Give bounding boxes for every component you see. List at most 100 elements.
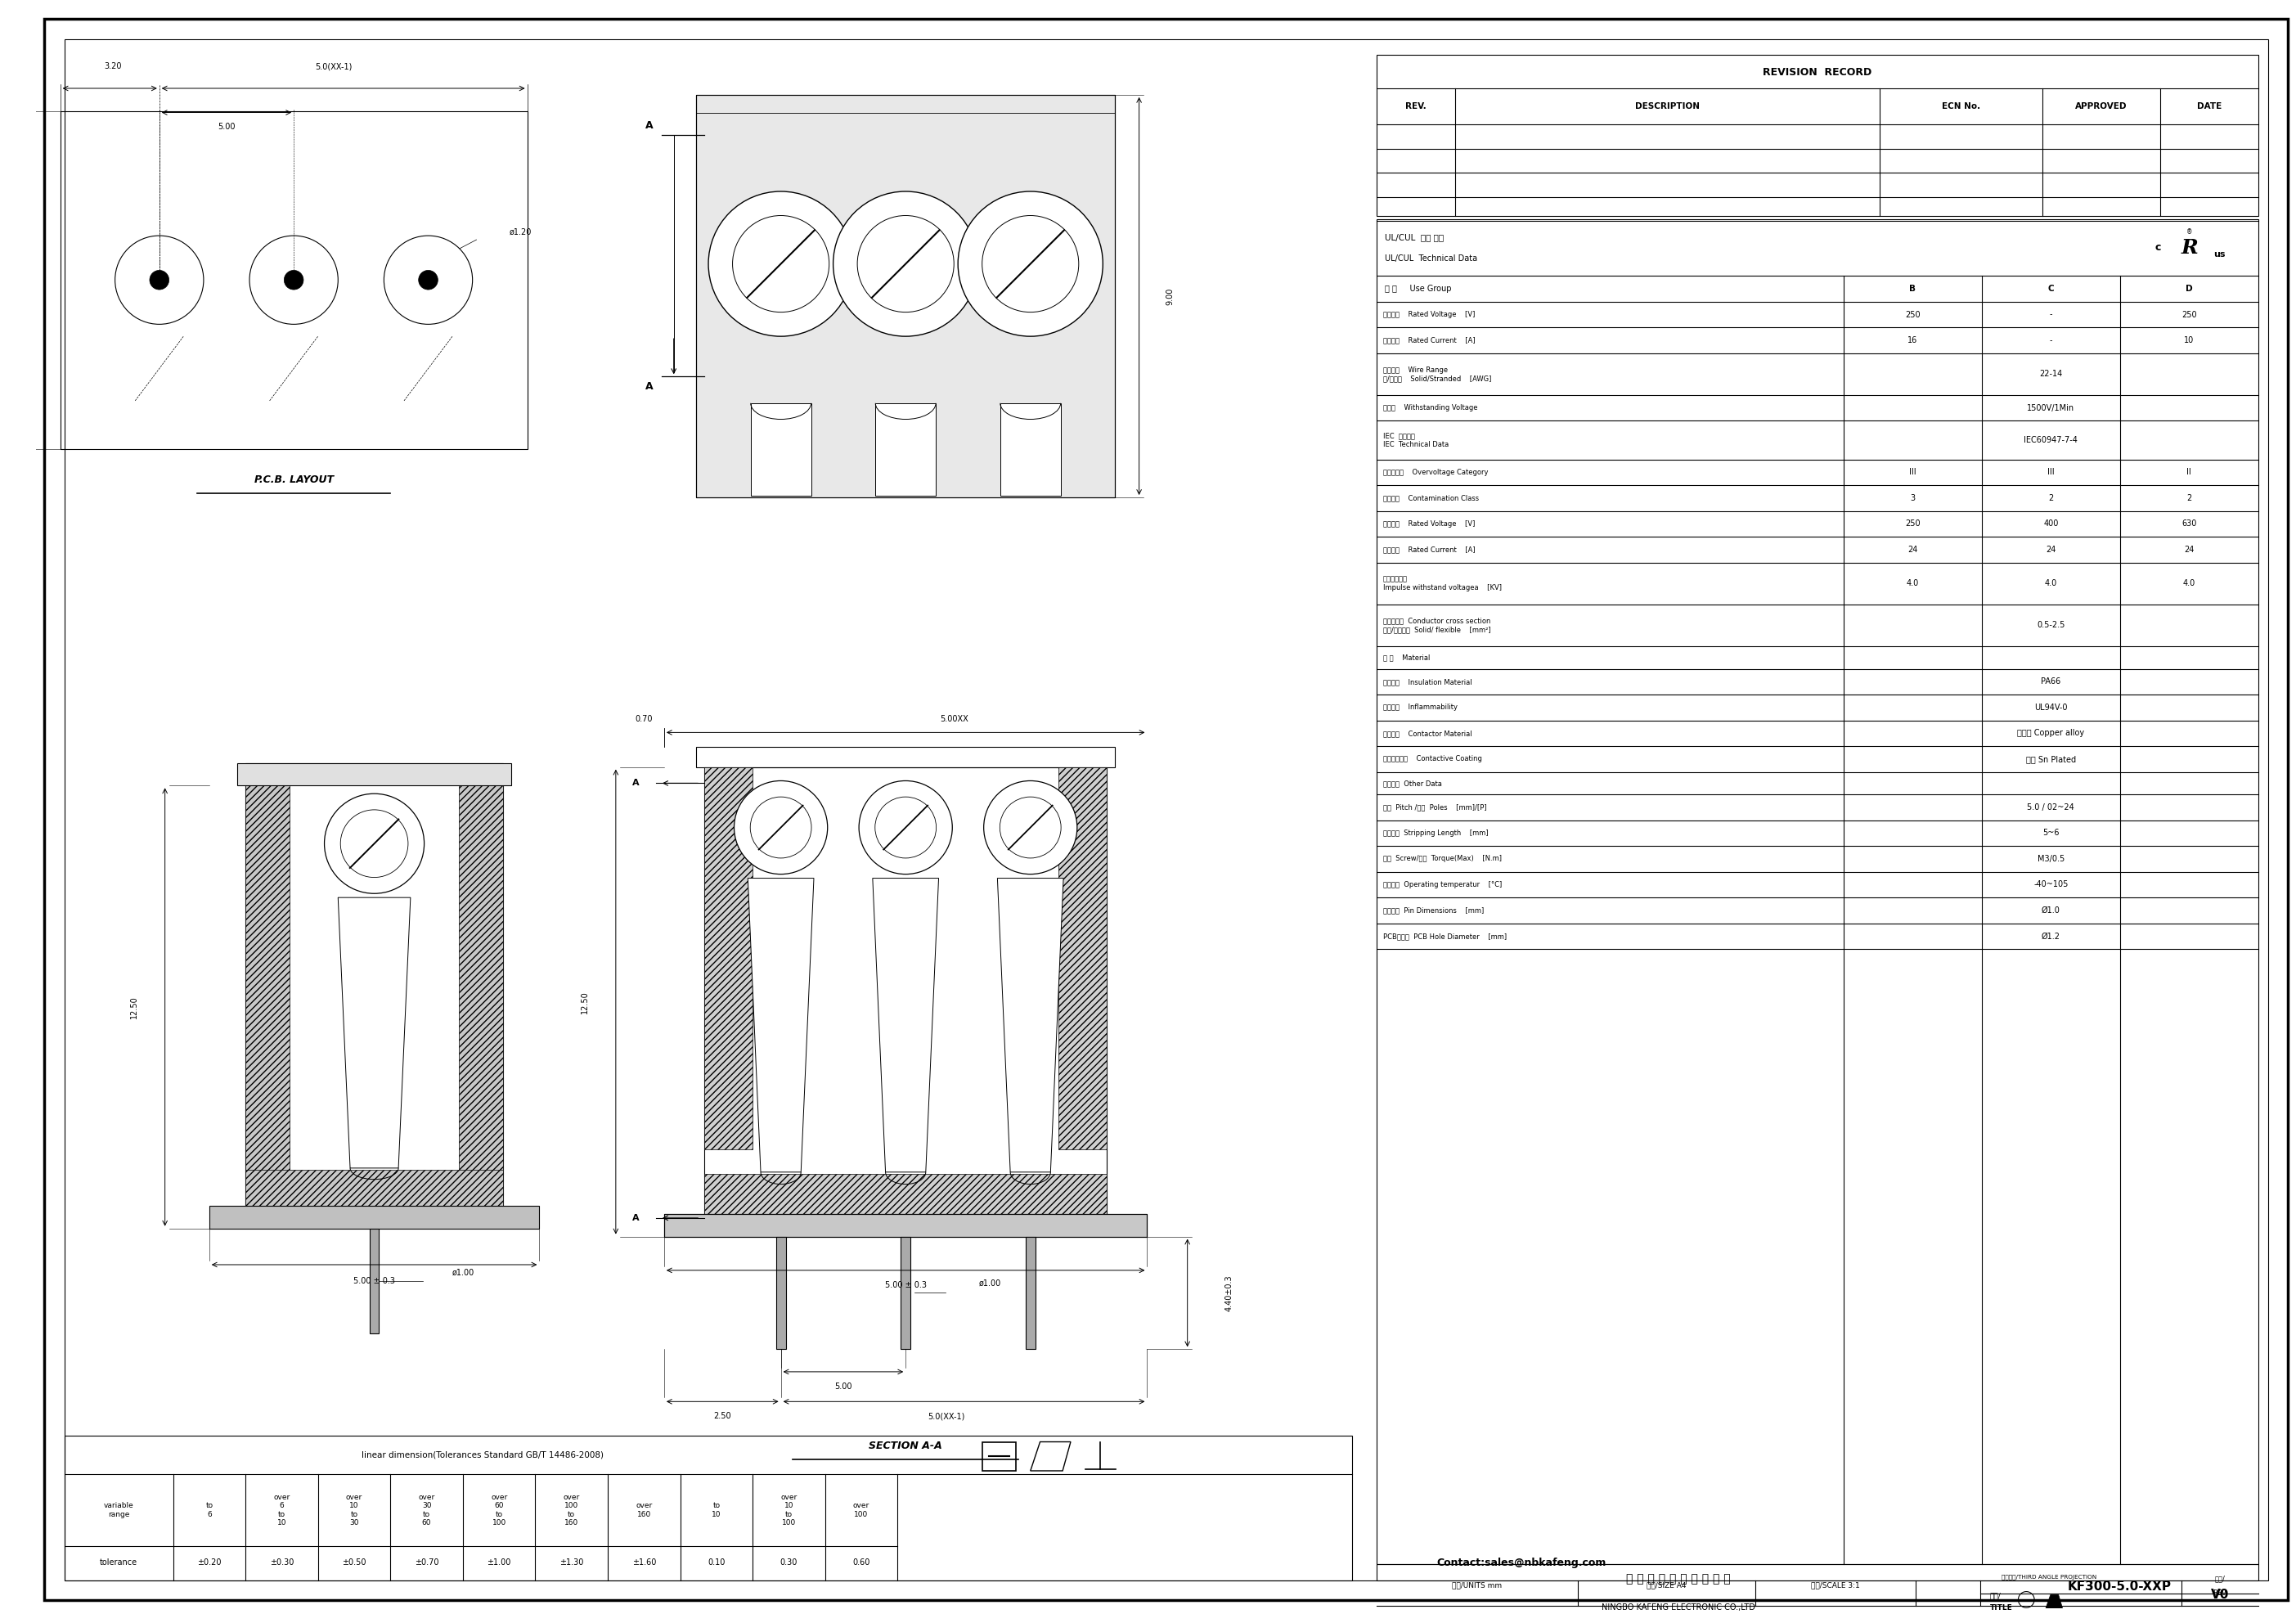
Text: REVISION  RECORD: REVISION RECORD xyxy=(1763,67,1871,78)
Text: 镀锡 Sn Plated: 镀锡 Sn Plated xyxy=(2025,755,2076,763)
Text: 导线截面积  Conductor cross section
硬线/柔性导线  Solid/ flexible    [mm²]: 导线截面积 Conductor cross section 硬线/柔性导线 So… xyxy=(1382,617,1490,633)
Text: 1500V/1Min: 1500V/1Min xyxy=(2027,404,2076,412)
Text: 4.0: 4.0 xyxy=(2183,579,2195,588)
Text: IEC60947-7-4: IEC60947-7-4 xyxy=(2023,437,2078,445)
Bar xyxy=(664,1214,1148,1237)
Text: III: III xyxy=(2048,469,2055,477)
Text: 铜合金 Copper alloy: 铜合金 Copper alloy xyxy=(2018,729,2085,737)
FancyBboxPatch shape xyxy=(705,1173,1107,1214)
Text: 3: 3 xyxy=(1910,493,1915,502)
Text: ±0.70: ±0.70 xyxy=(416,1558,439,1566)
Text: PCB板孔径  PCB Hole Diameter    [mm]: PCB板孔径 PCB Hole Diameter [mm] xyxy=(1382,933,1506,940)
Text: DATE: DATE xyxy=(2197,102,2223,110)
Text: R: R xyxy=(2181,239,2197,258)
Text: 第三视角/THIRD ANGLE PROJECTION: 第三视角/THIRD ANGLE PROJECTION xyxy=(2002,1574,2096,1579)
Bar xyxy=(751,403,810,495)
Circle shape xyxy=(709,192,854,336)
Bar xyxy=(696,94,1116,497)
Text: variable
range: variable range xyxy=(103,1503,133,1518)
Text: Contact:sales@nbkafeng.com: Contact:sales@nbkafeng.com xyxy=(1437,1558,1607,1568)
Text: 250: 250 xyxy=(1906,310,1919,318)
Text: 0.60: 0.60 xyxy=(852,1558,870,1566)
Bar xyxy=(1001,403,1061,495)
Text: over
10
to
30: over 10 to 30 xyxy=(347,1493,363,1527)
Bar xyxy=(236,763,512,786)
Text: 剥线长度  Stripping Length    [mm]: 剥线长度 Stripping Length [mm] xyxy=(1382,829,1488,837)
Text: 尺寸/SIZE A4: 尺寸/SIZE A4 xyxy=(1646,1581,1685,1589)
Bar xyxy=(209,1206,540,1229)
Text: 额定电流    Rated Current    [A]: 额定电流 Rated Current [A] xyxy=(1382,545,1474,553)
Text: 材 料    Material: 材 料 Material xyxy=(1382,654,1430,661)
Text: UL/CUL  Technical Data: UL/CUL Technical Data xyxy=(1384,255,1476,263)
Text: -: - xyxy=(2050,336,2053,344)
Text: A: A xyxy=(645,381,654,391)
Bar xyxy=(64,1435,1352,1581)
Text: D: D xyxy=(2186,284,2193,292)
Text: 630: 630 xyxy=(2181,519,2197,527)
Text: IEC  技术参数
IEC  Technical Data: IEC 技术参数 IEC Technical Data xyxy=(1382,432,1449,448)
Text: 24: 24 xyxy=(2046,545,2055,553)
Text: 5.00: 5.00 xyxy=(218,123,234,131)
Text: ±1.60: ±1.60 xyxy=(631,1558,657,1566)
Text: 额定电压    Rated Voltage    [V]: 额定电压 Rated Voltage [V] xyxy=(1382,521,1474,527)
Text: 污染等级    Contamination Class: 污染等级 Contamination Class xyxy=(1382,495,1479,502)
Circle shape xyxy=(859,781,953,875)
Circle shape xyxy=(149,271,170,289)
FancyBboxPatch shape xyxy=(246,763,289,1206)
Text: 24: 24 xyxy=(1908,545,1917,553)
Text: 绝缘材料    Insulation Material: 绝缘材料 Insulation Material xyxy=(1382,678,1472,685)
FancyBboxPatch shape xyxy=(705,768,753,1149)
Text: 导体表面镀层    Contactive Coating: 导体表面镀层 Contactive Coating xyxy=(1382,755,1481,763)
Text: UL94V-0: UL94V-0 xyxy=(2034,703,2066,711)
Text: 12.50: 12.50 xyxy=(131,995,138,1018)
Text: 0.30: 0.30 xyxy=(781,1558,797,1566)
Text: Ø1.0: Ø1.0 xyxy=(2041,906,2060,914)
Bar xyxy=(1026,1237,1035,1349)
Text: 0.10: 0.10 xyxy=(707,1558,726,1566)
Text: -40~105: -40~105 xyxy=(2034,881,2069,889)
Text: 4.40±0.3: 4.40±0.3 xyxy=(1226,1274,1233,1311)
Text: 250: 250 xyxy=(2181,310,2197,318)
Text: TITLE: TITLE xyxy=(1991,1604,2014,1612)
Text: 3.20: 3.20 xyxy=(103,63,122,71)
Text: 5~6: 5~6 xyxy=(2043,829,2060,837)
Text: 宁 波 咖 峰 电 子 有 限 公 司: 宁 波 咖 峰 电 子 有 限 公 司 xyxy=(1626,1573,1731,1584)
Text: KF300-5.0-XXP: KF300-5.0-XXP xyxy=(2066,1581,2172,1592)
Text: over
60
to
100: over 60 to 100 xyxy=(491,1493,507,1527)
Text: II: II xyxy=(2186,469,2190,477)
Bar xyxy=(60,110,528,450)
Polygon shape xyxy=(748,878,813,1172)
Text: DESCRIPTION: DESCRIPTION xyxy=(1635,102,1699,110)
Text: 螺丝  Screw/扭矩  Torque(Max)    [N.m]: 螺丝 Screw/扭矩 Torque(Max) [N.m] xyxy=(1382,855,1502,862)
Text: 额定电压    Rated Voltage    [V]: 额定电压 Rated Voltage [V] xyxy=(1382,312,1474,318)
Text: 0.70: 0.70 xyxy=(636,714,652,722)
Text: 等 级     Use Group: 等 级 Use Group xyxy=(1384,284,1451,292)
Text: 额定电流    Rated Current    [A]: 额定电流 Rated Current [A] xyxy=(1382,336,1474,344)
Text: NINGBO KAFENG ELECTRONIC CO.,LTD: NINGBO KAFENG ELECTRONIC CO.,LTD xyxy=(1603,1604,1756,1612)
Text: REV.: REV. xyxy=(1405,102,1426,110)
Text: c: c xyxy=(2154,242,2161,253)
Text: tolerance: tolerance xyxy=(99,1558,138,1566)
Text: ±0.30: ±0.30 xyxy=(269,1558,294,1566)
Text: C: C xyxy=(2048,284,2055,292)
Text: 5.0 / 02~24: 5.0 / 02~24 xyxy=(2027,803,2076,812)
Text: us: us xyxy=(2213,250,2225,258)
Text: 接线范围    Wire Range
单/多芯线    Solid/Stranded    [AWG]: 接线范围 Wire Range 单/多芯线 Solid/Stranded [AW… xyxy=(1382,367,1492,381)
Text: over
160: over 160 xyxy=(636,1503,652,1518)
Text: Ø1.2: Ø1.2 xyxy=(2041,932,2060,940)
Text: 5.0(XX-1): 5.0(XX-1) xyxy=(928,1412,964,1420)
Text: ø1.20: ø1.20 xyxy=(510,227,533,235)
Text: ±0.20: ±0.20 xyxy=(197,1558,220,1566)
Text: 比例/SCALE 3:1: 比例/SCALE 3:1 xyxy=(1812,1581,1860,1589)
FancyBboxPatch shape xyxy=(459,763,503,1206)
Bar xyxy=(1378,219,2259,1565)
Circle shape xyxy=(735,781,827,875)
Text: 2: 2 xyxy=(2186,493,2193,502)
Text: 12.50: 12.50 xyxy=(581,990,590,1013)
Bar xyxy=(983,1441,1015,1470)
Text: 5.0(XX-1): 5.0(XX-1) xyxy=(315,63,354,71)
FancyBboxPatch shape xyxy=(1058,768,1107,1149)
Bar xyxy=(246,763,503,1206)
Text: 4.0: 4.0 xyxy=(1906,579,1919,588)
Text: to
6: to 6 xyxy=(207,1503,214,1518)
